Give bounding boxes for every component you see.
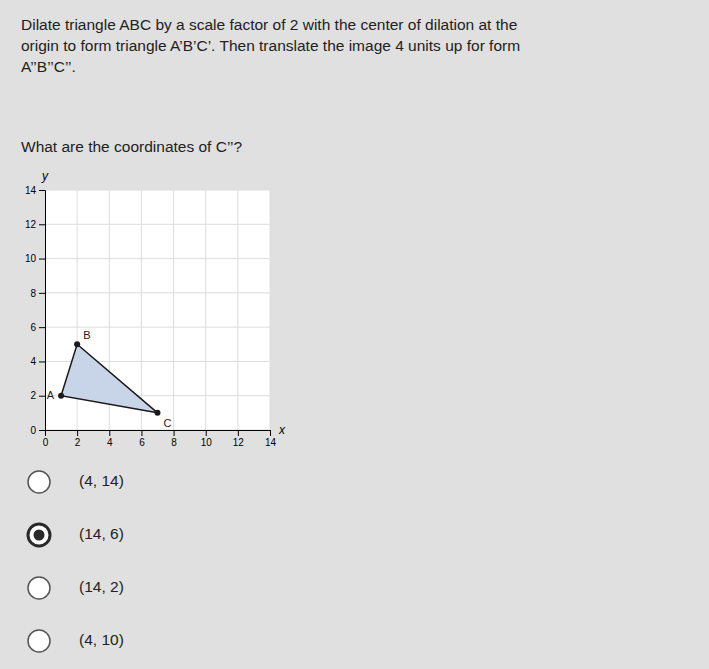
plot-background [45, 190, 270, 430]
choice[interactable]: (14, 2) [28, 577, 124, 599]
y-axis-line [39, 191, 46, 431]
choice[interactable]: (14, 6) [28, 524, 124, 546]
y-tick: 4 [30, 356, 45, 367]
choice-label[interactable]: (4, 14) [79, 472, 124, 489]
y-tick: 6 [30, 322, 45, 333]
choice[interactable]: (4, 14) [28, 471, 124, 493]
choice-label[interactable]: (4, 10) [79, 631, 124, 648]
y-tick-mark [39, 361, 45, 362]
x-tick: 2 [75, 430, 81, 448]
y-tick-mark [39, 430, 45, 431]
x-tick: 0 [43, 430, 49, 448]
x-tick: 10 [201, 430, 213, 448]
x-tick-label: 12 [233, 437, 245, 448]
grid-line-x [270, 190, 271, 430]
x-tick: 14 [265, 430, 277, 448]
choice[interactable]: (4, 10) [28, 630, 124, 652]
x-tick-label: 8 [171, 437, 177, 448]
x-tick: 12 [233, 430, 245, 448]
vertex-label: C [164, 417, 172, 429]
vertex-label: B [83, 329, 90, 341]
y-tick-label: 2 [30, 390, 36, 401]
vertex [74, 341, 80, 347]
x-tick-mark [141, 430, 142, 436]
grid-line-y [45, 327, 270, 328]
radio[interactable] [28, 471, 50, 493]
radio[interactable] [28, 630, 50, 652]
grid-line-y [45, 258, 270, 259]
y-tick: 12 [25, 219, 45, 230]
radio[interactable] [28, 577, 50, 599]
x-tick-label: 10 [201, 437, 213, 448]
choice-label[interactable]: (14, 2) [79, 578, 124, 595]
y-tick-mark [39, 396, 45, 397]
x-tick-label: 6 [139, 437, 145, 448]
grid [45, 190, 270, 430]
y-axis-label: y [41, 169, 49, 183]
grid-line-x [237, 190, 238, 430]
grid-line-y [45, 224, 270, 225]
grid-line-x [141, 190, 142, 430]
x-axis-label: x [278, 423, 286, 437]
question: What are the coordinates of C’’? [21, 138, 243, 155]
vertex-label: A [47, 389, 55, 401]
y-tick-label: 12 [25, 219, 37, 230]
y-tick: 8 [30, 288, 45, 299]
x-axis: 0 2 4 6 8 10 12 14 [43, 430, 277, 448]
vertex [58, 393, 64, 399]
x-tick-label: 0 [43, 437, 49, 448]
y-tick-mark [39, 293, 45, 294]
x-tick-mark [238, 430, 239, 436]
vertex [155, 410, 161, 416]
y-tick-mark [39, 224, 45, 225]
x-tick-label: 14 [265, 437, 277, 448]
y-tick-label: 14 [25, 185, 37, 196]
y-tick-mark [39, 259, 45, 260]
x-tick: 4 [107, 430, 113, 448]
triangle [61, 344, 157, 413]
x-tick-mark [270, 430, 271, 436]
choice-label[interactable]: (14, 6) [79, 525, 124, 542]
y-axis: 0 2 4 6 8 10 12 14 [25, 185, 46, 436]
x-tick-mark [109, 430, 110, 436]
radio[interactable] [28, 524, 50, 546]
x-tick: 6 [139, 430, 145, 448]
x-tick-label: 4 [107, 437, 113, 448]
x-tick-mark [77, 430, 78, 436]
grid-line-y [45, 292, 270, 293]
y-tick: 0 [30, 425, 45, 436]
y-tick-label: 8 [30, 288, 36, 299]
radio-selected [34, 530, 45, 541]
y-tick-label: 10 [25, 253, 37, 264]
x-tick-mark [206, 430, 207, 436]
x-tick-mark [174, 430, 175, 436]
grid-line-x [205, 190, 206, 430]
grid-line-x [173, 190, 174, 430]
marks [58, 341, 160, 416]
y-tick-label: 0 [30, 425, 36, 436]
x-tick-label: 2 [75, 437, 81, 448]
x-axis-line [46, 431, 271, 437]
y-tick: 10 [25, 253, 45, 264]
y-tick: 2 [30, 390, 45, 401]
y-tick-label: 6 [30, 322, 36, 333]
y-tick-label: 4 [30, 356, 36, 367]
y-tick-mark [39, 327, 45, 328]
page: Dilate triangle ABC by a scale factor of… [0, 0, 709, 669]
y-tick-mark [39, 190, 45, 191]
title: Dilate triangle ABC by a scale factor of… [21, 16, 520, 75]
grid-line-y [45, 190, 270, 191]
y-tick: 14 [25, 185, 45, 196]
x-tick: 8 [171, 430, 177, 448]
